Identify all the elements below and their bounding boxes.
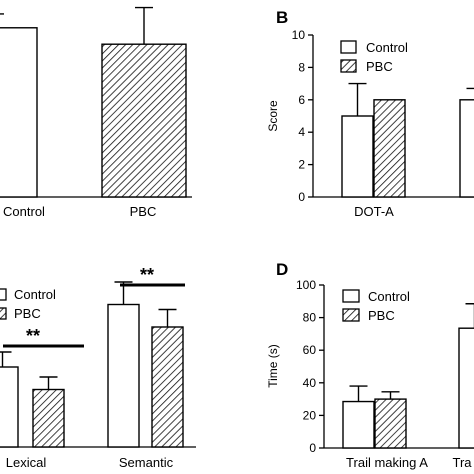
panel-c-legend: Control PBC [0, 287, 56, 321]
panel-b-legend-swatch-pbc [340, 59, 357, 73]
panel-d-y-tick-label-60: 60 [303, 343, 317, 357]
panel-b-bar-dot-a-pbc [373, 99, 406, 198]
panel-b-y-tick-label-10: 10 [292, 28, 306, 42]
panel-d-legend: Control PBC [342, 289, 410, 323]
panel-c-bar-semantic-control [107, 303, 140, 448]
panel-c-legend-label-control: Control [14, 287, 56, 302]
panel-b-y-tick-label-0: 0 [298, 190, 305, 204]
panel-a-bar-pbc-series-0 [101, 43, 187, 198]
panel-b-y-tick-label-2: 2 [298, 158, 305, 172]
panel-d-bar-trail-making-a-pbc [374, 398, 407, 449]
panel-label-d: D [276, 260, 288, 279]
panel-b-bar-dot-a-control [341, 115, 374, 198]
panel-b-chart: 0 2 4 6 8 10 Score DOT-A Control PBC [266, 28, 474, 219]
panel-a-tick-label-control: Control [3, 204, 45, 219]
panel-c-significance-stars-lexical: ** [26, 326, 40, 346]
panel-d-legend-label-control: Control [368, 289, 410, 304]
panel-d-y-tick-label-40: 40 [303, 376, 317, 390]
panel-b-legend: Control PBC [340, 40, 408, 74]
panel-c-bar-lexical-control [0, 366, 19, 448]
panel-d-legend-swatch-control [342, 289, 360, 303]
panel-b-y-tick-label-6: 6 [298, 93, 305, 107]
panel-d-y-axis-label: Time (s) [266, 344, 280, 388]
panel-b-legend-label-control: Control [366, 40, 408, 55]
panel-b-tick-label-dot-a: DOT-A [354, 204, 394, 219]
panel-c-chart: ** ** Control PBC Lexical Semantic [0, 265, 196, 470]
panel-a-bar-control-series-0 [0, 27, 38, 198]
panel-a-tick-label-pbc: PBC [130, 204, 157, 219]
panel-b-bar-group-1-control [459, 99, 474, 198]
panel-d-tick-label-trail-making-a: Trail making A [346, 455, 428, 470]
panel-d-y-tick-label-20: 20 [303, 408, 317, 422]
panel-b-legend-swatch-control [340, 40, 357, 54]
panel-d-y-tick-label-80: 80 [303, 311, 317, 325]
panel-c-tick-label-lexical: Lexical [6, 455, 47, 470]
panel-d-bar-trail-making-a-control [342, 400, 375, 449]
panel-b-y-axis-label: Score [266, 100, 280, 132]
panel-c-bar-lexical-pbc [32, 388, 65, 448]
panel-c-bar-semantic-pbc [151, 326, 184, 448]
panel-c-tick-label-semantic: Semantic [119, 455, 174, 470]
panel-c-significance-stars-semantic: ** [140, 265, 154, 285]
panel-c-legend-label-pbc: PBC [14, 306, 41, 321]
panel-d-bar-tra-control [458, 327, 474, 449]
panel-label-b: B [276, 8, 288, 27]
panel-d-legend-swatch-pbc [342, 308, 360, 322]
panel-d-tick-label-trail-making-b: Tra [452, 455, 472, 470]
panel-b-y-tick-label-8: 8 [298, 60, 305, 74]
panel-b-legend-label-pbc: PBC [366, 59, 393, 74]
panel-d-legend-label-pbc: PBC [368, 308, 395, 323]
panel-d-y-tick-label-100: 100 [296, 278, 316, 292]
panel-c-legend-swatch-control [0, 288, 7, 301]
panel-d-y-tick-label-0: 0 [309, 441, 316, 455]
panel-d-chart: 0 20 40 60 80 100 Time (s) Control PBC Trail … [266, 278, 474, 470]
panel-b-y-tick-label-4: 4 [298, 125, 305, 139]
panel-a-chart: Control PBC [0, 6, 192, 219]
panel-c-legend-swatch-pbc [0, 307, 7, 320]
